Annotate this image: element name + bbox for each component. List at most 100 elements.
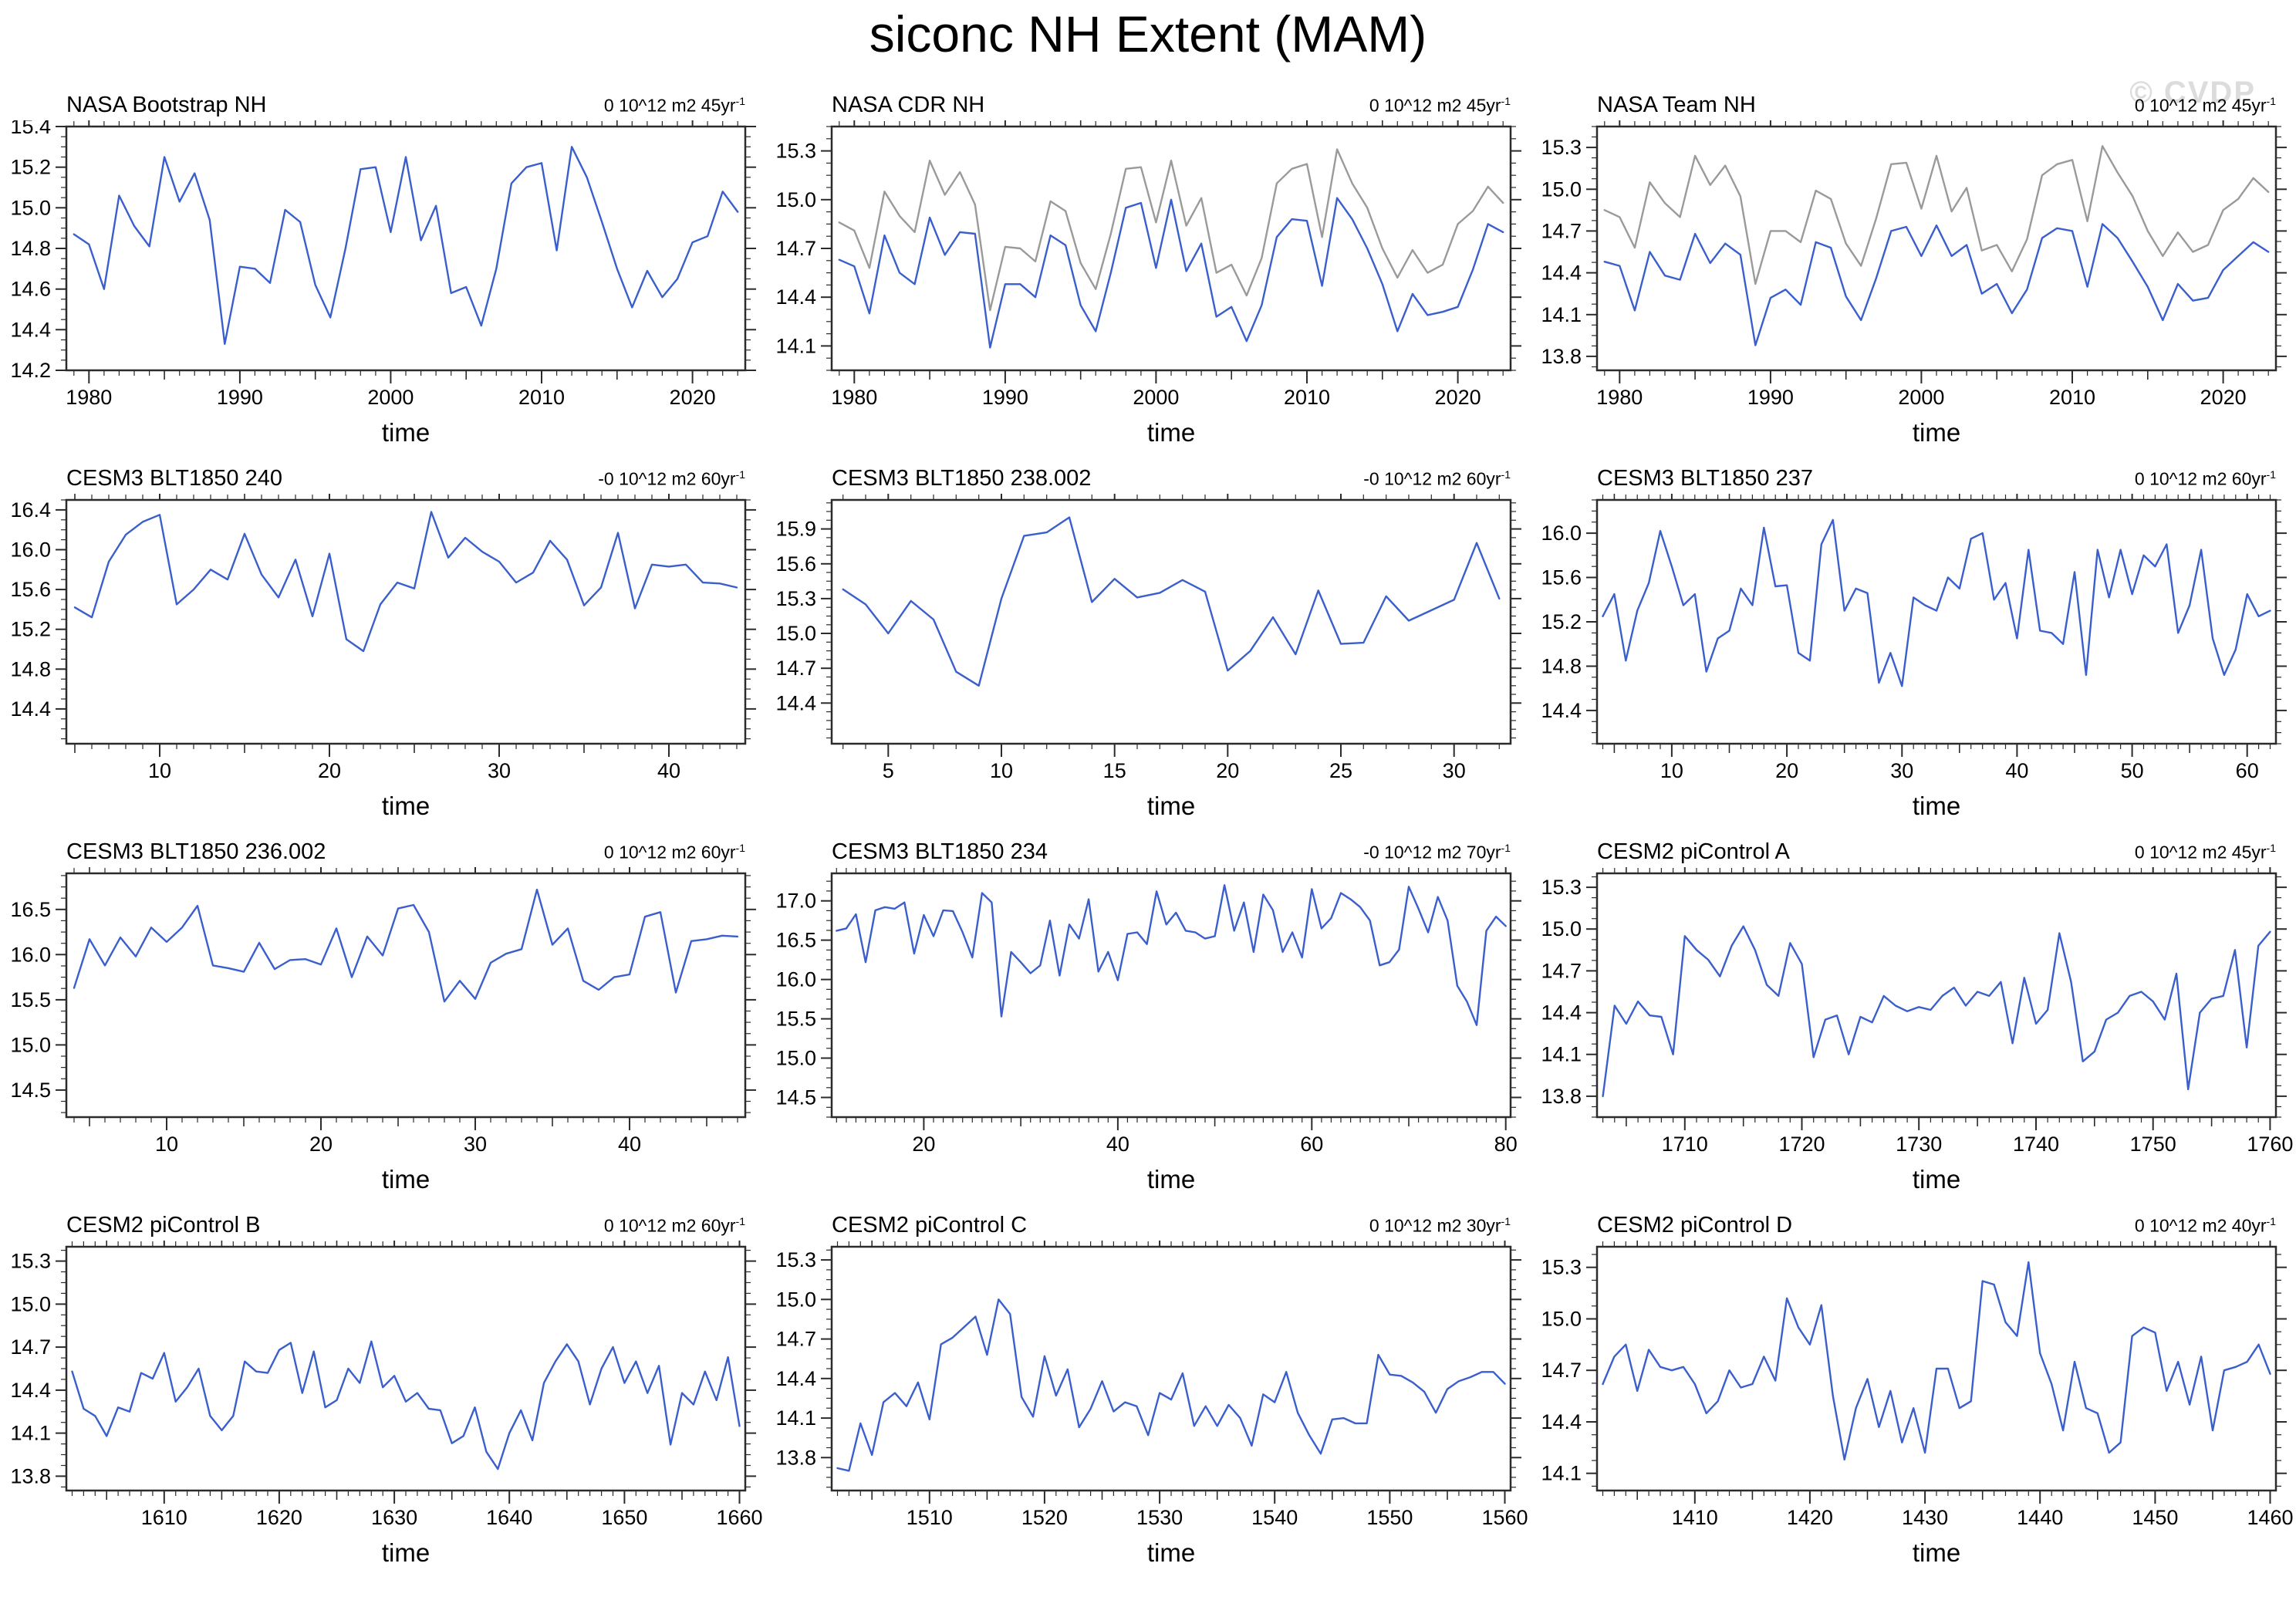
x-tick-label: 1410 (1672, 1506, 1718, 1529)
chart-panel-11: CESM2 piControl C 0 10^12 m2 30yr-1 13.8 14… (765, 1205, 1531, 1578)
x-axis-title: time (1147, 1538, 1195, 1567)
y-tick-label: 15.3 (775, 140, 816, 163)
y-axis-tick-labels: 13.8 14.1 14.4 14.7 15.0 15.3 (1541, 136, 1582, 368)
y-tick-label: 15.0 (1541, 177, 1582, 201)
x-tick-label: 10 (148, 759, 171, 782)
x-axis-title: time (1913, 1165, 1960, 1194)
y-tick-label: 14.7 (775, 657, 816, 680)
y-tick-label: 14.4 (10, 318, 51, 341)
x-tick-label: 20 (1775, 759, 1798, 782)
chart-panel-8: CESM3 BLT1850 234 -0 10^12 m2 70yr-1 14.5 1… (765, 832, 1531, 1205)
panel-title: CESM2 piControl B (66, 1213, 261, 1237)
panel-header: CESM3 BLT1850 237 0 10^12 m2 60yr-1 (1531, 458, 2296, 494)
series-line-primary (73, 146, 739, 345)
y-tick-label: 15.2 (1541, 610, 1582, 633)
x-axis-tick-labels: 1410 1420 1430 1440 1450 1460 (1672, 1506, 2294, 1529)
panel-trend-label: 0 10^12 m2 30yr-1 (1369, 1215, 1511, 1236)
x-axis-tick-labels: 5 10 15 20 25 30 (883, 759, 1466, 782)
panel-header: NASA CDR NH 0 10^12 m2 45yr-1 (765, 85, 1531, 120)
panel-header: NASA Bootstrap NH 0 10^12 m2 45yr-1 (0, 85, 765, 120)
series-line-primary (1602, 518, 2271, 687)
x-tick-label: 30 (464, 1133, 487, 1156)
y-tick-label: 15.0 (775, 188, 816, 211)
y-tick-label: 15.0 (10, 196, 51, 219)
x-axis-tick-labels: 1510 1520 1530 1540 1550 1560 (907, 1506, 1528, 1529)
x-axis-title: time (1913, 418, 1960, 447)
plot-frame (830, 498, 1512, 745)
x-tick-label: 60 (1300, 1133, 1323, 1156)
x-tick-label: 1560 (1481, 1506, 1528, 1529)
x-tick-label: 2010 (1284, 386, 1330, 409)
panel-trend-label: -0 10^12 m2 60yr-1 (1363, 468, 1511, 489)
x-tick-label: 40 (618, 1133, 641, 1156)
chart-panel-4: CESM3 BLT1850 240 -0 10^12 m2 60yr-1 14.4 1… (0, 458, 765, 832)
x-tick-label: 1550 (1366, 1506, 1413, 1529)
axis-ticks (821, 487, 1521, 757)
y-axis-tick-labels: 14.4 14.8 15.2 15.6 16.0 16.4 (10, 498, 51, 721)
series-line-primary (1602, 925, 2271, 1098)
line-chart: 13.8 14.1 14.4 14.7 15.0 15.3 1610 1620 1630 1640… (10, 1234, 763, 1567)
x-tick-label: 40 (2005, 759, 2028, 782)
y-tick-label: 16.0 (10, 539, 51, 562)
y-tick-label: 14.2 (10, 359, 51, 382)
y-axis-tick-labels: 14.4 14.8 15.2 15.6 16.0 (1541, 522, 1582, 722)
series-line-secondary (838, 148, 1504, 312)
plot-frame (1595, 1245, 2277, 1492)
x-tick-label: 2020 (2200, 386, 2247, 409)
plot-frame (1595, 125, 2277, 372)
series-line-primary (1602, 1261, 2271, 1461)
chart-panel-7: CESM3 BLT1850 236.002 0 10^12 m2 60yr-1 14… (0, 832, 765, 1205)
y-tick-label: 15.0 (775, 1047, 816, 1070)
y-tick-label: 16.0 (775, 968, 816, 991)
y-tick-label: 13.8 (775, 1446, 816, 1469)
y-tick-label: 15.6 (775, 552, 816, 576)
y-axis-tick-labels: 13.8 14.1 14.4 14.7 15.0 15.3 (775, 1248, 816, 1469)
y-tick-label: 14.8 (10, 657, 51, 680)
x-tick-label: 60 (2236, 759, 2259, 782)
x-axis-tick-labels: 1980 1990 2000 2010 2020 (831, 386, 1481, 409)
y-tick-label: 15.4 (10, 120, 51, 138)
axis-ticks (1586, 860, 2287, 1130)
y-tick-label: 15.3 (1541, 876, 1582, 899)
line-chart: 14.5 15.0 15.5 16.0 16.5 10 20 30 40 time (10, 860, 756, 1194)
y-axis-tick-labels: 14.1 14.4 14.7 15.0 15.3 (1541, 1256, 1582, 1485)
x-tick-label: 10 (990, 759, 1013, 782)
x-axis-title: time (382, 418, 430, 447)
cvdp-watermark: © CVDP (2129, 76, 2256, 110)
x-tick-label: 1610 (141, 1506, 187, 1529)
x-tick-label: 1720 (1778, 1133, 1825, 1156)
series-line-primary (1603, 223, 2270, 346)
panel-title: CESM2 piControl A (1597, 839, 1790, 864)
y-tick-label: 15.2 (10, 618, 51, 641)
x-axis-title: time (382, 792, 430, 820)
series-line-primary (836, 884, 1507, 1026)
panel-title: CESM2 piControl C (832, 1213, 1028, 1237)
y-tick-label: 14.1 (1541, 303, 1582, 326)
line-chart: 13.8 14.1 14.4 14.7 15.0 15.3 1510 1520 1530 1540… (775, 1234, 1528, 1567)
panel-trend-label: 0 10^12 m2 45yr-1 (2134, 95, 2276, 116)
axis-ticks (1586, 113, 2287, 383)
panel-trend-label: 0 10^12 m2 45yr-1 (1369, 95, 1511, 116)
x-axis-title: time (1913, 792, 1960, 820)
chart-panel-5: CESM3 BLT1850 238.002 -0 10^12 m2 60yr-1 1… (765, 458, 1531, 832)
cvdp-figure-page: { "page": { "title": "siconc NH Extent (… (0, 5, 2296, 1624)
panel-title: CESM3 BLT1850 240 (66, 466, 282, 491)
y-axis-tick-labels: 13.8 14.1 14.4 14.7 15.0 15.3 (1541, 876, 1582, 1108)
y-tick-label: 15.3 (775, 587, 816, 610)
y-tick-label: 14.7 (1541, 959, 1582, 982)
x-tick-label: 20 (1216, 759, 1239, 782)
panel-header: CESM3 BLT1850 238.002 -0 10^12 m2 60yr-1 (765, 458, 1531, 494)
panel-trend-label: 0 10^12 m2 45yr-1 (603, 95, 745, 116)
series-line-primary (836, 1298, 1506, 1472)
y-tick-label: 14.1 (10, 1422, 51, 1445)
panel-header: CESM3 BLT1850 240 -0 10^12 m2 60yr-1 (0, 458, 765, 494)
x-tick-label: 2000 (1133, 386, 1179, 409)
axis-ticks (821, 113, 1521, 383)
x-axis-title: time (1147, 418, 1195, 447)
chart-panel-10: CESM2 piControl B 0 10^12 m2 60yr-1 13.8 14… (0, 1205, 765, 1578)
panel-title: CESM3 BLT1850 236.002 (66, 839, 326, 864)
y-tick-label: 14.5 (10, 1079, 51, 1102)
panel-title: CESM3 BLT1850 234 (832, 839, 1048, 864)
x-axis-tick-labels: 1980 1990 2000 2010 2020 (1596, 386, 2246, 409)
y-tick-label: 15.3 (1541, 136, 1582, 159)
